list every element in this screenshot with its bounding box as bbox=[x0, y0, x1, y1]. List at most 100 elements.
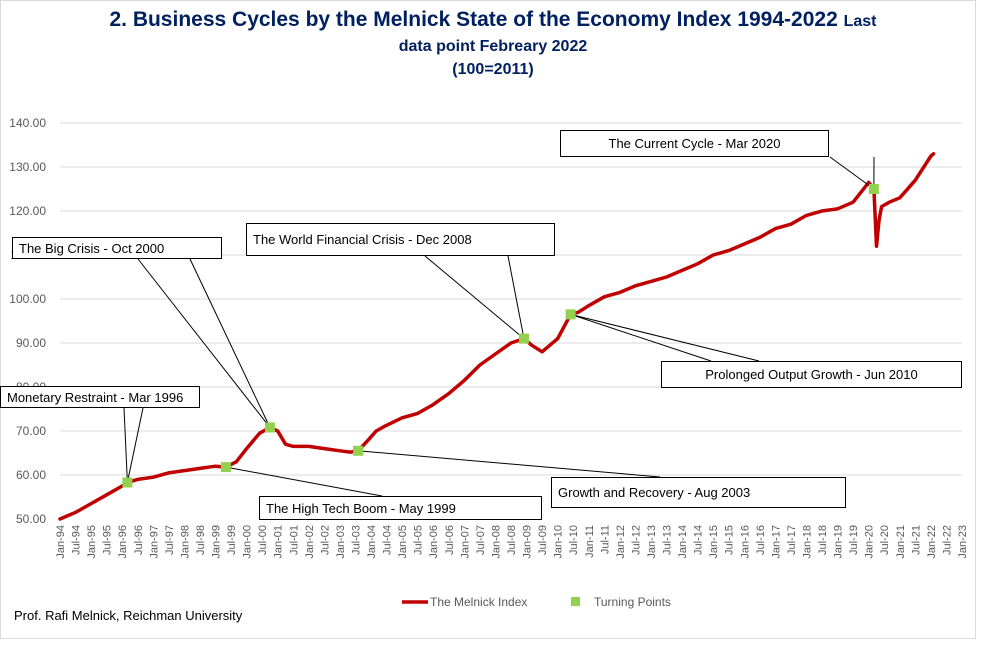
x-tick-label: Jan-18 bbox=[801, 525, 813, 559]
title-main: 2. Business Cycles by the Melnick State … bbox=[109, 8, 838, 31]
y-tick-label: 140.00 bbox=[9, 116, 46, 130]
annotation-high-tech-boom: The High Tech Boom - May 1999 bbox=[259, 496, 542, 520]
x-tick-label: Jul-99 bbox=[226, 525, 238, 555]
turning-point-marker bbox=[518, 333, 529, 344]
x-tick-label: Jul-02 bbox=[319, 525, 331, 555]
x-tick-label: Jul-20 bbox=[879, 525, 891, 555]
x-tick-label: Jul-95 bbox=[102, 525, 114, 555]
x-tick-label: Jul-94 bbox=[71, 525, 83, 555]
x-tick-label: Jan-15 bbox=[708, 525, 720, 559]
x-tick-label: Jul-97 bbox=[164, 525, 176, 555]
x-tick-label: Jan-03 bbox=[335, 525, 347, 559]
chart-title: 2. Business Cycles by the Melnick State … bbox=[0, 8, 986, 32]
x-tick-label: Jan-19 bbox=[833, 525, 845, 559]
x-tick-label: Jan-12 bbox=[615, 525, 627, 559]
y-tick-label: 60.00 bbox=[16, 468, 46, 482]
x-tick-label: Jan-10 bbox=[553, 525, 565, 559]
annotation-leader-line bbox=[829, 156, 875, 190]
x-tick-label: Jan-08 bbox=[490, 525, 502, 559]
x-tick-label: Jul-09 bbox=[537, 525, 549, 555]
annotation-leader-line bbox=[126, 407, 144, 483]
turning-point-marker bbox=[264, 422, 275, 433]
y-tick-label: 100.00 bbox=[9, 292, 46, 306]
x-tick-label: Jan-17 bbox=[770, 525, 782, 559]
x-tick-label: Jul-15 bbox=[724, 525, 736, 555]
y-tick-label: 120.00 bbox=[9, 204, 46, 218]
x-tick-label: Jan-13 bbox=[646, 525, 658, 559]
annotation-leader-line bbox=[123, 407, 128, 483]
turning-point-marker bbox=[220, 462, 231, 473]
x-tick-label: Jul-01 bbox=[288, 525, 300, 555]
x-tick-label: Jan-95 bbox=[86, 525, 98, 559]
chart-frame bbox=[0, 0, 976, 639]
annotation-prolonged-growth: Prolonged Output Growth - Jun 2010 bbox=[661, 361, 962, 388]
title-last: Last bbox=[843, 13, 877, 30]
turning-point-marker bbox=[353, 445, 364, 456]
y-tick-label: 70.00 bbox=[16, 424, 46, 438]
annotation-leader-line bbox=[137, 258, 271, 428]
legend-label-series: The Melnick Index bbox=[430, 595, 527, 609]
turning-point-marker bbox=[868, 184, 879, 194]
annotation-big-crisis: The Big Crisis - Oct 2000 bbox=[12, 237, 222, 259]
x-tick-label: Jan-23 bbox=[957, 525, 969, 559]
y-tick-label: 130.00 bbox=[9, 160, 46, 174]
x-tick-label: Jan-00 bbox=[242, 525, 254, 559]
x-tick-label: Jul-05 bbox=[413, 525, 425, 555]
x-tick-label: Jul-12 bbox=[630, 525, 642, 555]
x-tick-label: Jan-01 bbox=[273, 525, 285, 559]
x-tick-label: Jan-06 bbox=[428, 525, 440, 559]
x-tick-label: Jan-02 bbox=[304, 525, 316, 559]
annotation-world-financial-crisis: The World Financial Crisis - Dec 2008 bbox=[246, 223, 555, 256]
x-tick-label: Jul-06 bbox=[444, 525, 456, 555]
annotation-leader-line bbox=[358, 450, 661, 478]
x-tick-label: Jul-13 bbox=[662, 525, 674, 555]
x-tick-label: Jan-94 bbox=[55, 525, 67, 559]
chart-subtitle: data point Febreary 2022 bbox=[398, 38, 588, 55]
annotation-leader-line bbox=[570, 313, 712, 362]
x-tick-label: Jan-09 bbox=[522, 525, 534, 559]
chart-base-note: (100=2011) bbox=[452, 61, 534, 78]
x-tick-label: Jul-14 bbox=[693, 525, 705, 555]
x-tick-label: Jul-18 bbox=[817, 525, 829, 555]
x-tick-label: Jul-08 bbox=[506, 525, 518, 555]
x-tick-label: Jul-96 bbox=[133, 525, 145, 555]
x-tick-label: Jul-22 bbox=[941, 525, 953, 555]
x-tick-label: Jan-16 bbox=[739, 525, 751, 559]
annotation-leader-line bbox=[225, 466, 383, 497]
annotation-leader-line bbox=[570, 313, 760, 362]
x-tick-label: Jan-97 bbox=[148, 525, 160, 559]
x-tick-label: Jul-04 bbox=[382, 525, 394, 555]
x-tick-label: Jul-00 bbox=[257, 525, 269, 555]
annotation-current-cycle: The Current Cycle - Mar 2020 bbox=[560, 130, 829, 157]
y-tick-label: 50.00 bbox=[16, 512, 46, 526]
series-line-melnick-index bbox=[58, 152, 936, 521]
x-tick-label: Jul-98 bbox=[195, 525, 207, 555]
x-tick-label: Jan-98 bbox=[179, 525, 191, 559]
x-tick-label: Jan-22 bbox=[926, 525, 938, 559]
y-tick-label: 90.00 bbox=[16, 336, 46, 350]
x-tick-label: Jul-11 bbox=[599, 525, 611, 554]
x-tick-label: Jan-99 bbox=[211, 525, 223, 559]
annotation-growth-recovery: Growth and Recovery - Aug 2003 bbox=[551, 477, 846, 508]
x-tick-label: Jan-14 bbox=[677, 525, 689, 559]
x-tick-label: Jul-16 bbox=[755, 525, 767, 555]
legend-marker-swatch bbox=[571, 597, 580, 606]
annotation-leader-line bbox=[507, 255, 525, 339]
x-tick-label: Jan-21 bbox=[895, 525, 907, 559]
x-tick-label: Jan-07 bbox=[459, 525, 471, 559]
x-tick-label: Jul-21 bbox=[910, 525, 922, 555]
x-tick-label: Jan-11 bbox=[584, 525, 596, 558]
annotation-leader-line bbox=[424, 255, 525, 339]
legend-label-points: Turning Points bbox=[594, 595, 671, 609]
author-credit: Prof. Rafi Melnick, Reichman University bbox=[14, 608, 243, 623]
x-tick-label: Jan-96 bbox=[117, 525, 129, 559]
x-tick-label: Jul-07 bbox=[475, 525, 487, 555]
x-tick-label: Jul-03 bbox=[350, 525, 362, 555]
x-tick-label: Jul-10 bbox=[568, 525, 580, 555]
annotation-monetary-restraint: Monetary Restraint - Mar 1996 bbox=[0, 386, 200, 408]
turning-point-marker bbox=[565, 309, 576, 320]
x-tick-label: Jan-05 bbox=[397, 525, 409, 559]
turning-point-marker bbox=[122, 477, 133, 488]
x-tick-label: Jan-20 bbox=[864, 525, 876, 559]
